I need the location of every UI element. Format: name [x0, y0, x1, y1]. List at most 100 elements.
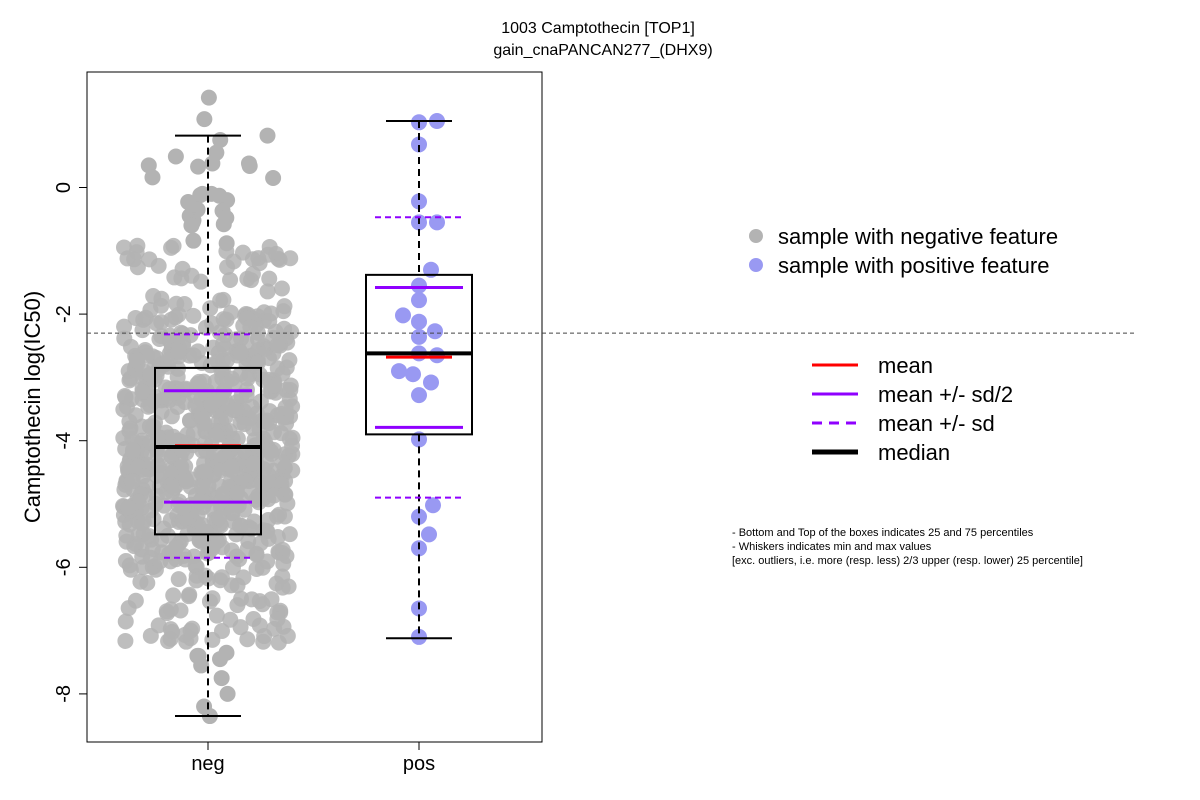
- data-point: [178, 473, 195, 490]
- y-tick-label: -8: [53, 685, 75, 703]
- data-point: [208, 607, 225, 624]
- footnote-line: [exc. outliers, i.e. more (resp. less) 2…: [732, 555, 1083, 567]
- legend: sample with negative feature sample with …: [749, 224, 1058, 465]
- data-point: [429, 214, 445, 231]
- data-point: [197, 319, 214, 336]
- data-point: [256, 628, 273, 645]
- data-point: [150, 457, 167, 474]
- y-axis-label: Camptothecin log(IC50): [20, 291, 45, 523]
- data-point: [222, 271, 239, 288]
- data-point: [261, 238, 278, 255]
- data-point: [276, 298, 293, 315]
- data-point: [210, 509, 227, 526]
- data-point: [204, 540, 221, 557]
- data-point: [202, 357, 219, 374]
- data-point: [423, 261, 439, 278]
- legend-point-marker: [749, 258, 763, 272]
- data-point: [239, 270, 256, 287]
- data-point: [261, 270, 278, 287]
- data-point: [144, 169, 161, 186]
- data-point: [116, 318, 133, 335]
- legend-point-label: sample with positive feature: [778, 253, 1049, 278]
- boxplot-pos: [365, 120, 473, 640]
- y-tick-label: -2: [53, 305, 75, 323]
- data-point: [261, 475, 278, 492]
- data-point: [150, 617, 167, 634]
- data-point: [232, 619, 249, 636]
- data-point: [192, 273, 209, 290]
- x-tick-label-neg: neg: [191, 753, 224, 775]
- data-point: [124, 442, 141, 459]
- data-point: [162, 601, 179, 618]
- data-point: [120, 499, 137, 516]
- data-point: [183, 217, 200, 234]
- data-point: [213, 670, 230, 687]
- data-point: [166, 269, 183, 286]
- data-point: [267, 323, 284, 340]
- data-point: [232, 344, 249, 361]
- data-point: [185, 232, 202, 249]
- data-point: [284, 437, 301, 454]
- data-point: [176, 295, 193, 312]
- data-point: [124, 473, 141, 490]
- data-point: [205, 339, 222, 356]
- data-point: [175, 500, 192, 517]
- data-point: [117, 632, 134, 649]
- data-point: [283, 324, 300, 341]
- data-point: [202, 300, 219, 317]
- data-point: [165, 479, 182, 496]
- data-point: [223, 458, 240, 475]
- data-point: [196, 463, 213, 480]
- data-point: [163, 239, 180, 256]
- data-point: [174, 325, 191, 342]
- data-point: [119, 250, 136, 267]
- data-point: [243, 591, 260, 608]
- data-point: [165, 587, 182, 604]
- data-point: [153, 297, 170, 314]
- data-point: [421, 526, 437, 543]
- data-point: [411, 193, 427, 210]
- data-point: [223, 370, 240, 387]
- data-point: [140, 157, 157, 174]
- data-point: [133, 515, 150, 532]
- data-point: [229, 484, 246, 501]
- data-point: [177, 380, 194, 397]
- x-tick-label-pos: pos: [403, 753, 435, 775]
- data-point: [411, 292, 427, 309]
- data-point: [261, 350, 278, 367]
- data-point: [152, 553, 169, 570]
- data-point: [229, 577, 246, 594]
- legend-line-label: mean: [878, 353, 933, 378]
- data-point: [411, 628, 427, 645]
- data-point: [243, 484, 260, 501]
- data-point: [190, 158, 207, 175]
- data-point: [167, 148, 184, 165]
- data-point: [231, 517, 248, 534]
- data-point: [265, 170, 282, 187]
- data-point: [216, 340, 233, 357]
- data-point: [259, 127, 276, 144]
- data-point: [248, 546, 265, 563]
- data-point: [162, 621, 179, 638]
- data-point: [208, 427, 225, 444]
- data-point: [116, 387, 133, 404]
- data-point: [162, 465, 179, 482]
- data-point: [167, 540, 184, 557]
- data-point: [274, 365, 291, 382]
- data-point: [196, 111, 213, 128]
- data-point: [170, 571, 187, 588]
- data-point: [270, 634, 287, 651]
- legend-line-label: mean +/- sd/2: [878, 382, 1013, 407]
- y-tick-label: -6: [53, 558, 75, 576]
- data-point: [277, 399, 294, 416]
- y-tick-label: 0: [53, 182, 75, 193]
- data-point: [244, 251, 261, 268]
- data-point: [118, 527, 135, 544]
- data-point: [427, 323, 443, 340]
- data-point: [170, 343, 187, 360]
- data-point: [153, 404, 170, 421]
- data-point: [117, 613, 134, 630]
- boxplot-neg: [154, 134, 262, 718]
- data-point: [269, 337, 286, 354]
- data-point: [411, 136, 427, 153]
